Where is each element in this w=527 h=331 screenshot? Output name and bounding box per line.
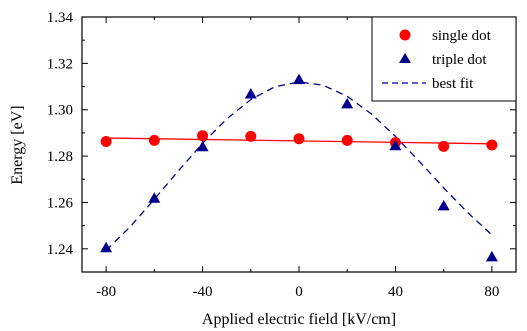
- y-tick-label: 1.30: [47, 103, 73, 119]
- legend-marker-triple-dot: [399, 53, 411, 63]
- x-tick-label: -80: [96, 284, 116, 300]
- single-dot-point: [148, 134, 160, 146]
- triple-dot-point: [148, 192, 161, 203]
- single-dot-point: [100, 135, 112, 147]
- single-dot-point: [197, 130, 209, 142]
- legend-label-single-dot: single dot: [432, 28, 492, 44]
- triple-dot-point: [244, 88, 257, 99]
- x-axis-title: Applied electric field [kV/cm]: [202, 311, 396, 328]
- legend: single dot triple dot best fit: [371, 16, 517, 102]
- x-tick-label: -40: [193, 284, 213, 300]
- y-tick-label: 1.34: [47, 10, 74, 26]
- x-tick-label: 80: [484, 284, 499, 300]
- data-points: [100, 73, 498, 262]
- legend-box: [371, 16, 517, 102]
- triple-dot-point: [389, 139, 402, 151]
- single-dot-point: [245, 130, 257, 142]
- triple-dot-point: [100, 241, 113, 253]
- triple-dot-point: [485, 250, 498, 262]
- x-tick-label: 0: [295, 284, 303, 300]
- y-tick-label: 1.28: [47, 149, 73, 165]
- legend-label-best-fit: best fit: [432, 76, 474, 92]
- fit-lines: [105, 81, 493, 251]
- single-dot-point: [293, 133, 305, 145]
- x-tick-label: 40: [388, 284, 403, 300]
- y-tick-label: 1.26: [47, 195, 74, 211]
- best-fit-curve: [105, 81, 493, 251]
- y-tick-label: 1.24: [47, 242, 74, 258]
- single-dot-point: [486, 139, 498, 151]
- y-axis-title: Energy [eV]: [9, 105, 26, 184]
- triple-dot-point: [196, 140, 209, 152]
- legend-label-triple-dot: triple dot: [432, 52, 487, 68]
- y-ticks: 1.24 1.26 1.28 1.30 1.32 1.34: [47, 10, 516, 258]
- single-dot-point: [341, 134, 353, 146]
- triple-dot-point: [341, 97, 354, 109]
- legend-marker-single-dot: [399, 29, 411, 41]
- triple-dot-point: [293, 73, 305, 85]
- single-dot-point: [438, 140, 450, 152]
- y-tick-label: 1.32: [47, 56, 73, 72]
- triple-dot-point: [437, 199, 450, 211]
